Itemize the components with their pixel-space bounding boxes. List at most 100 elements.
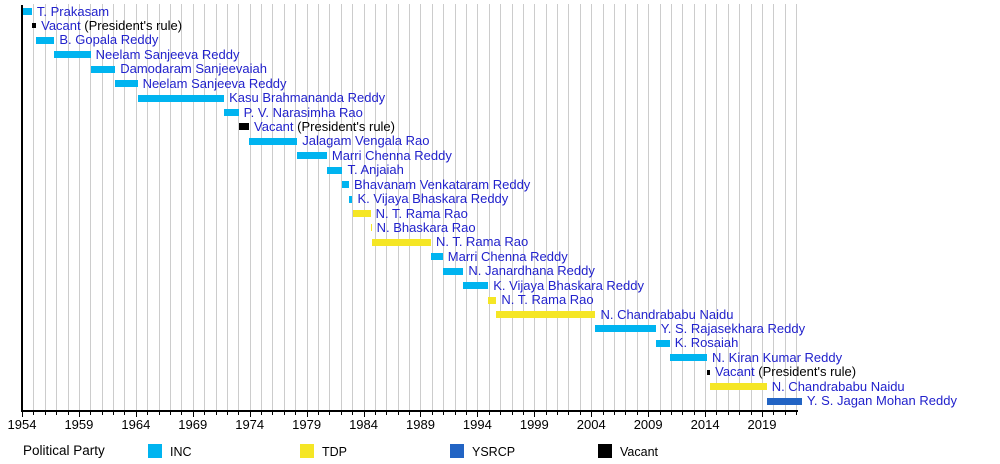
- timeline-bar: [707, 369, 711, 375]
- major-tick: [591, 412, 593, 417]
- cm-name-label[interactable]: Kasu Brahmananda Reddy: [229, 91, 385, 105]
- cm-name[interactable]: N. Chandrababu Naidu: [771, 378, 905, 394]
- cm-name-label[interactable]: N. T. Rama Rao: [375, 205, 468, 221]
- cm-name-label[interactable]: Neelam Sanjeeva Reddy: [142, 75, 287, 91]
- cm-name[interactable]: Marri Chenna Reddy: [331, 147, 452, 163]
- cm-name[interactable]: P. V. Narasimha Rao: [243, 104, 363, 120]
- cm-name[interactable]: Neelam Sanjeeva Reddy: [95, 46, 240, 62]
- cm-name[interactable]: K. Rosaiah: [674, 335, 739, 351]
- cm-name[interactable]: N. T. Rama Rao: [501, 292, 594, 308]
- year-gridline: [682, 4, 684, 410]
- minor-tick: [147, 412, 149, 415]
- year-tick-label: 1969: [178, 417, 208, 432]
- cm-name-label[interactable]: B. Gopala Reddy: [59, 33, 158, 47]
- year-gridline: [693, 4, 695, 410]
- cm-name[interactable]: Kasu Brahmananda Reddy: [229, 90, 386, 106]
- timeline-bar: [595, 325, 656, 333]
- cm-name[interactable]: K. Vijaya Bhaskara Reddy: [493, 277, 644, 293]
- minor-tick: [431, 412, 433, 415]
- minor-tick: [318, 412, 319, 415]
- cm-name-label[interactable]: Marri Chenna Reddy: [331, 147, 452, 163]
- cm-name-label[interactable]: N. T. Rama Rao: [436, 235, 528, 249]
- cm-name[interactable]: N. T. Rama Rao: [375, 205, 468, 221]
- cm-name-label[interactable]: Vacant (President's rule): [41, 17, 182, 33]
- cm-name-label[interactable]: N. Chandrababu Naidu: [600, 306, 734, 322]
- year-gridline: [158, 4, 160, 410]
- cm-name[interactable]: T. Anjaiah: [347, 162, 404, 178]
- cm-name-label[interactable]: N. Chandrababu Naidu: [771, 378, 905, 394]
- cm-name-label[interactable]: Vacant (President's rule): [254, 118, 395, 134]
- cm-name[interactable]: Y. S. Jagan Mohan Reddy: [806, 393, 957, 409]
- cm-name[interactable]: Bhavanam Venkataram Reddy: [353, 176, 531, 192]
- minor-tick: [113, 412, 115, 415]
- minor-tick: [443, 412, 445, 415]
- year-gridline: [534, 4, 536, 410]
- year-gridline: [727, 4, 729, 410]
- cm-name-label[interactable]: N. Bhaskara Rao: [376, 219, 476, 235]
- timeline-bar: [297, 152, 327, 160]
- major-tick: [135, 412, 137, 417]
- cm-name-label[interactable]: N. Kiran Kumar Reddy: [712, 349, 843, 365]
- cm-name-label[interactable]: K. Rosaiah: [675, 336, 739, 350]
- cm-name-label[interactable]: Jalagam Vengala Rao: [302, 134, 429, 148]
- cm-name-label[interactable]: T. Prakasam: [36, 3, 110, 19]
- major-tick: [78, 412, 80, 417]
- year-gridline: [750, 4, 752, 410]
- year-gridline: [56, 4, 58, 410]
- cm-name[interactable]: B. Gopala Reddy: [59, 32, 159, 48]
- cm-name-label[interactable]: Damodaram Sanjeevaiah: [120, 62, 267, 76]
- minor-tick: [545, 412, 547, 415]
- year-gridline: [636, 4, 638, 410]
- cm-name[interactable]: Vacant: [41, 17, 81, 33]
- cm-name[interactable]: N. Kiran Kumar Reddy: [712, 349, 843, 365]
- cm-name[interactable]: Marri Chenna Reddy: [447, 248, 568, 264]
- cm-name[interactable]: Vacant: [254, 118, 294, 134]
- timeline-bar: [496, 311, 596, 319]
- legend-label-vacant: Vacant: [620, 445, 658, 459]
- year-gridline: [295, 4, 297, 410]
- cm-name[interactable]: Neelam Sanjeeva Reddy: [142, 75, 287, 91]
- cm-name-label[interactable]: N. Janardhana Reddy: [468, 264, 594, 278]
- minor-tick: [693, 412, 695, 415]
- presidents-rule-note: (President's rule): [293, 118, 395, 134]
- minor-tick: [397, 412, 399, 415]
- minor-tick: [739, 412, 741, 415]
- cm-name-label[interactable]: K. Vijaya Bhaskara Reddy: [358, 192, 509, 206]
- cm-name[interactable]: K. Vijaya Bhaskara Reddy: [357, 191, 509, 207]
- timeline-bar: [442, 267, 464, 275]
- year-gridline: [44, 4, 46, 410]
- major-tick: [477, 412, 479, 417]
- cm-name-label[interactable]: Marri Chenna Reddy: [447, 248, 568, 264]
- cm-name-label[interactable]: K. Vijaya Bhaskara Reddy: [493, 277, 644, 293]
- legend-swatch-ysrcp: [450, 444, 464, 458]
- major-tick: [648, 412, 650, 417]
- minor-tick: [56, 412, 58, 415]
- cm-name[interactable]: Damodaram Sanjeevaiah: [120, 61, 267, 77]
- year-gridline: [477, 4, 479, 410]
- cm-name-label[interactable]: Vacant (President's rule): [715, 365, 856, 379]
- cm-name[interactable]: N. Bhaskara Rao: [376, 219, 476, 235]
- cm-name-label[interactable]: Bhavanam Venkataram Reddy: [353, 176, 531, 192]
- minor-tick: [682, 412, 684, 415]
- cm-name-label[interactable]: Y. S. Rajasekhara Reddy: [660, 320, 806, 336]
- minor-tick: [670, 412, 672, 415]
- cm-name[interactable]: N. T. Rama Rao: [435, 234, 529, 250]
- minor-tick: [636, 412, 638, 415]
- cm-name[interactable]: T. Prakasam: [36, 3, 110, 19]
- year-gridline: [374, 4, 376, 410]
- cm-name[interactable]: Y. S. Rajasekhara Reddy: [660, 320, 806, 336]
- cm-name-label[interactable]: P. V. Narasimha Rao: [243, 104, 363, 120]
- cm-name[interactable]: Vacant: [715, 364, 755, 380]
- cm-name[interactable]: Jalagam Vengala Rao: [302, 133, 430, 149]
- year-gridline: [796, 4, 798, 410]
- cm-name-label[interactable]: N. T. Rama Rao: [501, 293, 593, 307]
- x-axis-line: [21, 410, 799, 412]
- cm-name-label[interactable]: Neelam Sanjeeva Reddy: [95, 46, 240, 62]
- cm-name[interactable]: N. Chandrababu Naidu: [600, 306, 734, 322]
- year-tick-label: 1974: [235, 417, 265, 432]
- minor-tick: [238, 412, 240, 415]
- cm-name-label[interactable]: T. Anjaiah: [347, 163, 403, 177]
- minor-tick: [101, 412, 103, 415]
- cm-name-label[interactable]: Y. S. Jagan Mohan Reddy: [807, 394, 957, 408]
- cm-name[interactable]: N. Janardhana Reddy: [468, 263, 595, 279]
